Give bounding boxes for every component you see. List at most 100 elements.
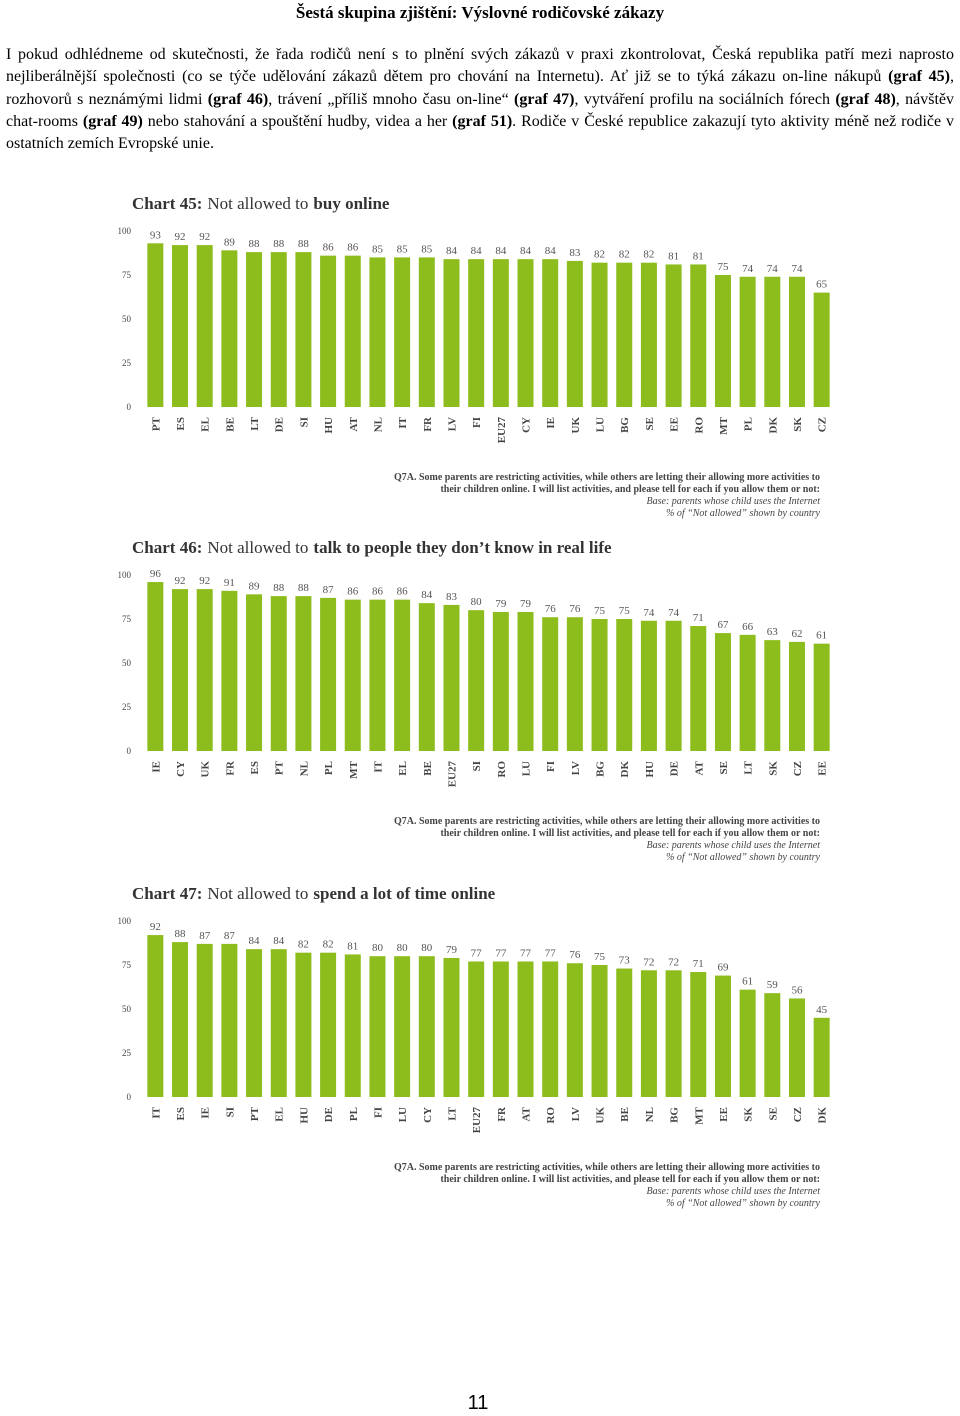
bar xyxy=(246,594,263,751)
bar xyxy=(542,961,559,1097)
bar xyxy=(147,243,164,407)
value-label: 69 xyxy=(717,962,729,974)
value-label: 80 xyxy=(397,942,409,954)
value-label: 88 xyxy=(298,582,310,594)
x-tick-label: EU27 xyxy=(446,761,458,788)
bar xyxy=(788,998,805,1097)
value-label: 84 xyxy=(520,245,532,257)
y-tick-label: 100 xyxy=(118,916,132,926)
x-tick-label: CZ xyxy=(792,1107,804,1122)
value-label: 82 xyxy=(298,939,309,951)
x-tick-label: IT xyxy=(150,1106,162,1118)
x-tick-label: PT xyxy=(274,760,286,775)
note: % of “Not allowed” shown by country xyxy=(666,1198,820,1209)
value-label: 74 xyxy=(668,607,680,619)
bar xyxy=(813,292,830,407)
x-tick-label: LT xyxy=(446,1106,458,1120)
chart-title: Chart 45: Not allowed to buy online xyxy=(132,194,390,213)
y-tick-label: 25 xyxy=(122,358,132,368)
note: Q7A. Some parents are restricting activi… xyxy=(394,1162,820,1173)
bar xyxy=(468,610,485,751)
bar xyxy=(320,952,337,1097)
value-label: 72 xyxy=(643,956,654,968)
value-label: 84 xyxy=(421,589,433,601)
text-run: , trávení „příliš mnoho času on-line“ xyxy=(268,90,515,108)
value-label: 79 xyxy=(520,598,532,610)
value-label: 66 xyxy=(742,621,754,633)
x-tick-label: RO xyxy=(545,1107,557,1124)
value-label: 79 xyxy=(446,944,458,956)
value-label: 59 xyxy=(767,979,779,991)
x-tick-label: NL xyxy=(298,761,310,776)
title-run: buy online xyxy=(313,194,390,213)
bar xyxy=(714,275,731,407)
bold-run: (graf 51) xyxy=(452,112,513,130)
x-tick-label: HU xyxy=(644,761,656,778)
title-run: Not allowed to xyxy=(207,194,308,213)
bar xyxy=(616,262,633,407)
x-tick-label: LT xyxy=(249,416,261,430)
x-tick-label: NL xyxy=(644,1107,656,1122)
value-label: 83 xyxy=(446,591,458,603)
page-number: 11 xyxy=(467,1392,489,1414)
bar xyxy=(517,961,534,1097)
x-tick-label: FR xyxy=(422,416,434,432)
bold-run: (graf 49) xyxy=(82,112,143,130)
x-tick-label: EU27 xyxy=(471,1107,483,1134)
bar xyxy=(196,589,213,751)
x-tick-label: CZ xyxy=(817,417,829,432)
x-tick-label: LU xyxy=(521,761,533,776)
bar xyxy=(764,993,781,1097)
x-tick-label: BE xyxy=(422,761,434,776)
charts: Chart 45: Not allowed to buy online 0 25 50 75… xyxy=(118,194,830,1209)
value-label: 83 xyxy=(569,247,581,259)
bar xyxy=(394,257,411,407)
x-tick-label: EE xyxy=(817,761,829,776)
y-tick-label: 75 xyxy=(122,270,132,280)
bar xyxy=(690,972,707,1097)
bar xyxy=(665,620,682,751)
value-label: 80 xyxy=(372,942,384,954)
bar xyxy=(196,245,213,407)
bar xyxy=(739,634,756,751)
bar xyxy=(591,965,608,1097)
bar xyxy=(468,961,485,1097)
value-label: 74 xyxy=(791,263,803,275)
bar xyxy=(468,259,485,407)
value-label: 92 xyxy=(199,231,210,243)
y-tick-label: 100 xyxy=(118,226,132,236)
value-label: 80 xyxy=(471,596,483,608)
value-label: 92 xyxy=(175,231,186,243)
y-tick-label: 25 xyxy=(122,702,132,712)
bar xyxy=(517,259,534,407)
x-tick-label: PL xyxy=(323,761,335,775)
bar xyxy=(690,264,707,407)
note: Q7A. Some parents are restricting activi… xyxy=(394,816,820,827)
bar xyxy=(443,259,460,407)
value-label: 92 xyxy=(199,575,210,587)
value-label: 87 xyxy=(224,930,236,942)
note: Base: parents whose child uses the Inter… xyxy=(647,840,821,851)
bar xyxy=(517,611,534,751)
x-tick-label: SE xyxy=(644,417,656,430)
bar xyxy=(295,252,312,407)
x-tick-label: SE xyxy=(718,761,730,774)
value-label: 81 xyxy=(693,250,704,262)
value-label: 67 xyxy=(717,619,729,631)
value-label: 91 xyxy=(224,577,235,589)
bar xyxy=(813,643,830,751)
value-label: 72 xyxy=(668,956,679,968)
chart-title: Chart 46: Not allowed to talk to people th… xyxy=(132,538,612,557)
value-label: 88 xyxy=(273,582,285,594)
text-run: , návštěv chat-rooms xyxy=(6,90,955,130)
text-run: . Rodiče v České republice zakazují tyto… xyxy=(6,112,954,153)
x-tick-label: LT xyxy=(743,760,755,774)
value-label: 61 xyxy=(742,976,753,988)
bar xyxy=(246,949,263,1097)
x-tick-label: LV xyxy=(570,761,582,775)
x-tick-label: EE xyxy=(669,417,681,432)
bar xyxy=(418,257,435,407)
x-tick-label: IE xyxy=(150,761,162,773)
x-tick-label: FR xyxy=(224,760,236,776)
